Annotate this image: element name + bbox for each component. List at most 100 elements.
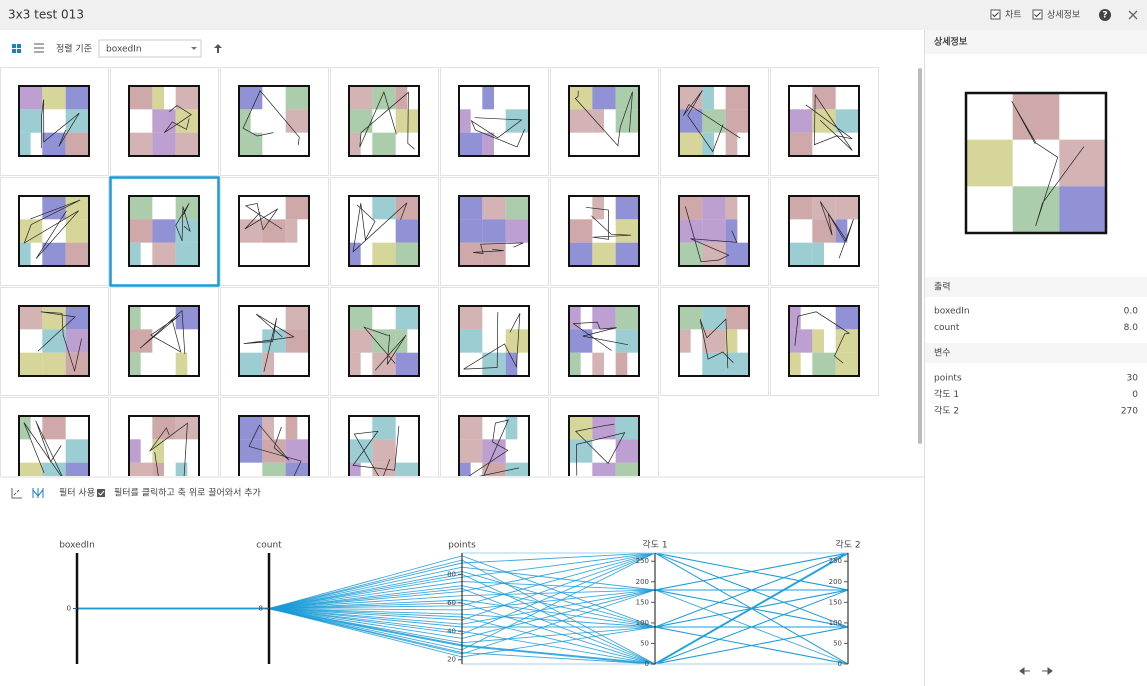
help-icon[interactable]: ? [1102, 11, 1107, 21]
puzzle-piece [592, 242, 616, 266]
puzzle-piece [262, 219, 286, 243]
checkbox[interactable] [990, 9, 1001, 20]
puzzle-path [819, 201, 854, 259]
toggle-label[interactable]: 상세정보 [1047, 10, 1080, 21]
puzzle-piece [966, 139, 1013, 187]
puzzle-piece [395, 219, 419, 243]
thumbnail[interactable] [330, 177, 439, 286]
puzzle-path [463, 312, 521, 370]
panel-title: 상세정보 [934, 36, 968, 48]
puzzle-frame [458, 305, 530, 377]
puzzle-piece [285, 416, 298, 440]
puzzle-piece [725, 109, 749, 133]
puzzle-piece [395, 329, 408, 353]
puzzle-piece [372, 86, 396, 110]
puzzle-frame [568, 305, 640, 377]
puzzle-piece [702, 242, 726, 266]
puzzle-piece [482, 242, 506, 266]
thumbnail[interactable] [660, 67, 769, 176]
parallel-view-button[interactable] [32, 488, 44, 498]
thumbnail[interactable] [330, 67, 439, 176]
thumbnail[interactable] [220, 397, 329, 506]
thumbnail[interactable] [440, 287, 549, 396]
tick-label: 50 [833, 639, 842, 647]
puzzle-path [574, 90, 633, 147]
thumbnail[interactable] [660, 287, 769, 396]
property-value: 30 [1127, 374, 1139, 384]
thumbnail[interactable] [550, 287, 659, 396]
thumbnail[interactable] [110, 287, 219, 396]
thumbnail[interactable] [0, 287, 109, 396]
puzzle-path [363, 326, 407, 371]
thumbnail[interactable] [220, 67, 329, 176]
close-button[interactable] [1128, 10, 1138, 20]
puzzle-piece [19, 242, 31, 266]
puzzle-piece [19, 462, 43, 476]
puzzle-piece [725, 352, 749, 376]
puzzle-piece [65, 462, 89, 476]
checkbox[interactable] [97, 489, 105, 497]
thumbnail[interactable] [550, 397, 659, 506]
next-button[interactable] [1042, 667, 1053, 675]
puzzle-frame [788, 195, 860, 267]
puzzle-path [244, 202, 283, 231]
puzzle-piece [459, 219, 483, 243]
thumbnail[interactable] [330, 397, 439, 506]
puzzle-piece [19, 219, 43, 243]
thumbnail[interactable] [770, 177, 879, 286]
sort-select[interactable] [98, 39, 202, 58]
toggle-label[interactable]: 차트 [1005, 9, 1022, 21]
thumbnail[interactable] [110, 67, 219, 176]
thumbnail[interactable] [220, 177, 329, 286]
thumbnail[interactable] [0, 397, 109, 506]
puzzle-piece [129, 462, 153, 476]
scatter-view-button[interactable] [11, 488, 22, 499]
sort-label: 정렬 기준 [56, 44, 92, 55]
scrollbar[interactable] [918, 68, 922, 444]
puzzle-piece [835, 352, 859, 376]
thumbnail[interactable] [770, 67, 879, 176]
thumbnail[interactable] [110, 397, 219, 506]
puzzle-piece [152, 416, 176, 440]
thumbnail[interactable] [109, 176, 220, 287]
thumbnail[interactable] [440, 397, 549, 506]
puzzle-piece [129, 306, 141, 330]
puzzle-piece [42, 306, 66, 330]
checkbox[interactable] [1032, 9, 1043, 20]
thumbnail[interactable] [0, 67, 109, 176]
puzzle-piece [789, 306, 801, 330]
puzzle-piece [569, 306, 581, 330]
thumbnail[interactable] [440, 67, 549, 176]
grid-view-button[interactable] [12, 44, 21, 53]
puzzle-piece [592, 306, 616, 330]
property-value: 270 [1121, 407, 1138, 417]
puzzle-piece [505, 219, 529, 243]
puzzle-frame [678, 305, 750, 377]
puzzle-piece [42, 242, 66, 266]
help-button[interactable] [1099, 9, 1111, 21]
thumbnail[interactable] [660, 177, 769, 286]
axis-title: boxedIn [59, 541, 95, 551]
prev-button[interactable] [1019, 667, 1030, 675]
puzzle-piece [459, 329, 483, 353]
puzzle-piece [349, 132, 361, 156]
puzzle-piece [65, 132, 89, 156]
list-view-button[interactable] [34, 43, 44, 53]
sort-direction-button[interactable] [214, 44, 222, 53]
puzzle-piece [702, 132, 714, 156]
thumbnail[interactable] [550, 67, 659, 176]
puzzle-piece [702, 219, 726, 243]
puzzle-piece [349, 329, 373, 353]
puzzle-piece [812, 86, 836, 110]
thumbnail[interactable] [0, 177, 109, 286]
puzzle-piece [459, 306, 483, 330]
check-icon [1034, 12, 1041, 18]
thumbnail[interactable] [440, 177, 549, 286]
thumbnail[interactable] [550, 177, 659, 286]
thumbnail[interactable] [770, 287, 879, 396]
thumbnail[interactable] [220, 287, 329, 396]
thumbnail[interactable] [330, 287, 439, 396]
sort-value[interactable]: boxedIn [106, 45, 142, 55]
puzzle-piece [239, 86, 263, 110]
puzzle-piece [615, 306, 639, 330]
